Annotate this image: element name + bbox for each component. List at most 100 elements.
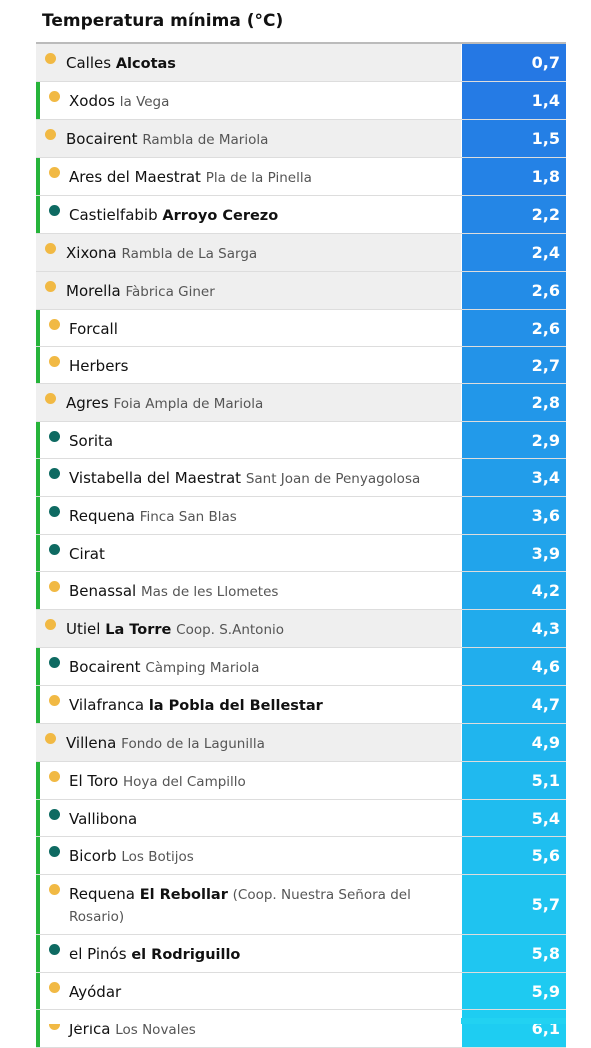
station-site: el Rodriguillo — [131, 947, 241, 963]
station-dot — [45, 243, 56, 254]
station-cell: El Toro Hoya del Campillo — [36, 762, 461, 799]
station-cell: Jérica Los Novales — [36, 1010, 461, 1047]
station-place: Rambla de La Sarga — [121, 246, 258, 262]
station-cell: Xodos la Vega — [36, 82, 461, 119]
station-site: El Rebollar — [139, 887, 228, 903]
temperature-value: 6,1 — [461, 1010, 566, 1047]
temperature-value: 5,7 — [461, 875, 566, 934]
station-dot — [49, 581, 60, 592]
temperature-value: 2,9 — [461, 422, 566, 458]
station-cell: Ares del Maestrat Pla de la Pinella — [36, 158, 461, 195]
temperature-value: 2,6 — [461, 310, 566, 346]
temperature-table: Calles Alcotas 0,7 Xodos la Vega 1,4 Bocaire… — [36, 42, 566, 1048]
table-row: El Toro Hoya del Campillo 5,1 — [36, 762, 566, 800]
station-name: Benassal — [69, 582, 137, 600]
station-name: Castielfabib — [69, 206, 158, 224]
temperature-value: 4,3 — [461, 610, 566, 647]
station-place: Los Novales — [115, 1022, 196, 1038]
row-fragment-value — [461, 1018, 566, 1024]
table-row: Calles Alcotas 0,7 — [36, 44, 566, 82]
station-name: Vistabella del Maestrat — [69, 469, 242, 487]
station-cell: Vilafranca la Pobla del Bellestar — [36, 686, 461, 723]
station-name: Xixona — [66, 244, 117, 262]
temperature-value: 1,4 — [461, 82, 566, 119]
station-cell: Requena Finca San Blas — [36, 497, 461, 534]
temperature-value: 4,6 — [461, 648, 566, 685]
station-cell: Herbers — [36, 347, 461, 383]
station-dot — [45, 733, 56, 744]
station-dot — [49, 506, 60, 517]
station-dot — [49, 695, 60, 706]
station-name: Vilafranca — [69, 696, 145, 714]
station-place: Càmping Mariola — [145, 660, 260, 676]
station-place: Sant Joan de Penyagolosa — [245, 471, 421, 487]
station-name: Ares del Maestrat — [69, 168, 201, 186]
station-name: Morella — [66, 282, 121, 300]
station-site: Arroyo Cerezo — [162, 208, 279, 224]
station-place: Finca San Blas — [139, 509, 237, 525]
station-name: Agres — [66, 394, 109, 412]
temperature-value: 4,7 — [461, 686, 566, 723]
station-name: Vallibona — [69, 810, 138, 828]
table-row: el Pinós el Rodriguillo 5,8 — [36, 935, 566, 973]
temperature-value: 5,8 — [461, 935, 566, 972]
station-dot — [49, 356, 60, 367]
table-row: Vistabella del Maestrat Sant Joan de Pen… — [36, 459, 566, 497]
temperature-value: 3,6 — [461, 497, 566, 534]
station-name: Bocairent — [66, 130, 138, 148]
station-cell: Sorita — [36, 422, 461, 458]
station-cell: Xixona Rambla de La Sarga — [36, 234, 461, 271]
station-cell: Calles Alcotas — [36, 44, 461, 81]
table-row: Forcall 2,6 — [36, 310, 566, 347]
station-dot — [45, 281, 56, 292]
station-name: Calles — [66, 54, 112, 72]
temperature-value: 4,2 — [461, 572, 566, 609]
station-name: Sorita — [69, 432, 114, 450]
station-name: Xodos — [69, 92, 115, 110]
station-name: Utiel — [66, 620, 101, 638]
station-place: (Coop. Nuestra Señora del Rosario) — [69, 887, 411, 925]
station-cell: el Pinós el Rodriguillo — [36, 935, 461, 972]
temperature-value: 2,4 — [461, 234, 566, 271]
table-row: Morella Fàbrica Giner 2,6 — [36, 272, 566, 310]
station-dot — [49, 846, 60, 857]
next-row-fragment — [36, 1018, 566, 1024]
station-name: Herbers — [69, 357, 129, 375]
station-dot — [45, 393, 56, 404]
station-place: Pla de la Pinella — [205, 170, 312, 186]
station-dot — [49, 944, 60, 955]
station-dot — [49, 771, 60, 782]
table-row: Requena El Rebollar (Coop. Nuestra Señor… — [36, 875, 566, 935]
temperature-value: 2,2 — [461, 196, 566, 233]
table-row: Xodos la Vega 1,4 — [36, 82, 566, 120]
station-place: Mas de les Llometes — [141, 584, 279, 600]
temperature-value: 4,9 — [461, 724, 566, 761]
temperature-value: 2,7 — [461, 347, 566, 383]
station-place: Coop. S.Antonio — [176, 622, 285, 638]
station-dot — [49, 884, 60, 895]
table-row: Sorita 2,9 — [36, 422, 566, 459]
table-row: Xixona Rambla de La Sarga 2,4 — [36, 234, 566, 272]
station-name: Ayódar — [69, 983, 122, 1001]
station-site: La Torre — [105, 622, 172, 638]
station-cell: Agres Foia Ampla de Mariola — [36, 384, 461, 421]
station-cell: Utiel La Torre Coop. S.Antonio — [36, 610, 461, 647]
table-row: Jérica Los Novales 6,1 — [36, 1010, 566, 1048]
table-row: Villena Fondo de la Lagunilla 4,9 — [36, 724, 566, 762]
station-site: la Pobla del Bellestar — [148, 698, 323, 714]
temperature-value: 5,1 — [461, 762, 566, 799]
station-name: Requena — [69, 507, 135, 525]
station-name: el Pinós — [69, 945, 127, 963]
table-row: Vilafranca la Pobla del Bellestar 4,7 — [36, 686, 566, 724]
table-row: Herbers 2,7 — [36, 347, 566, 384]
station-place: la Vega — [119, 94, 170, 110]
station-cell: Bicorb Los Botijos — [36, 837, 461, 874]
temperature-value: 1,8 — [461, 158, 566, 195]
station-dot — [49, 91, 60, 102]
table-row: Bocairent Càmping Mariola 4,6 — [36, 648, 566, 686]
row-fragment-name — [36, 1018, 461, 1024]
table-row: Bocairent Rambla de Mariola 1,5 — [36, 120, 566, 158]
station-cell: Villena Fondo de la Lagunilla — [36, 724, 461, 761]
temperature-value: 3,4 — [461, 459, 566, 496]
station-cell: Bocairent Càmping Mariola — [36, 648, 461, 685]
